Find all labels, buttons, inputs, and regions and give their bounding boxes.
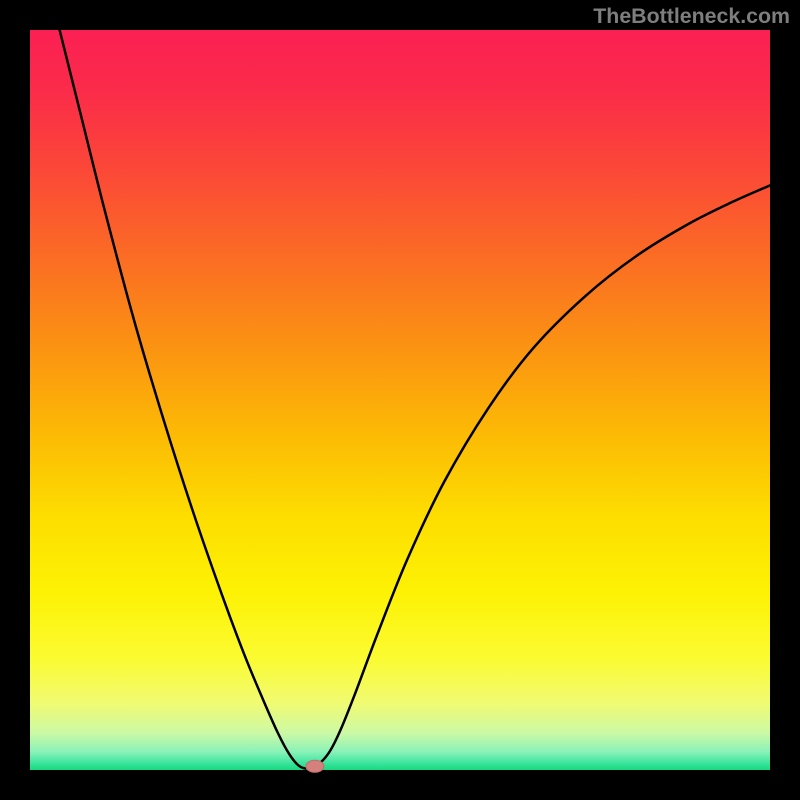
plot-background bbox=[30, 30, 770, 770]
optimum-marker bbox=[306, 760, 324, 772]
chart-container: TheBottleneck.com bbox=[0, 0, 800, 800]
watermark-text: TheBottleneck.com bbox=[593, 4, 790, 29]
bottleneck-chart bbox=[0, 0, 800, 800]
